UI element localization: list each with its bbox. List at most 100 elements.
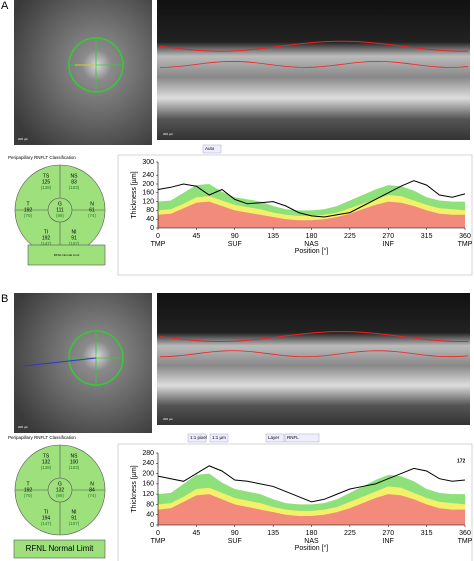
oct-scale-bar: 200 µm bbox=[163, 417, 174, 421]
sector-normal: (70) bbox=[24, 213, 33, 218]
status-box bbox=[13, 539, 106, 559]
sector-name: NI bbox=[72, 229, 77, 235]
sector-value: 132 bbox=[56, 487, 65, 493]
y-tick-label: 240 bbox=[142, 460, 154, 467]
y-tick-label: 0 bbox=[150, 522, 154, 529]
y-axis-title: Thickness [µm] bbox=[131, 171, 138, 218]
chart-frame bbox=[117, 443, 473, 561]
sector-normal: (107) bbox=[69, 521, 80, 526]
x-axis-title: Position [°] bbox=[295, 247, 329, 255]
classification-title: Peripapillary RNFLT Classification bbox=[8, 435, 76, 440]
sector-value: 194 bbox=[42, 515, 51, 521]
status-text: RFNL Normal Limit bbox=[26, 544, 94, 553]
y-tick-label: 40 bbox=[146, 216, 154, 223]
y-tick-label: 80 bbox=[146, 501, 154, 508]
sector-value: 91 bbox=[71, 235, 77, 241]
scan-start bbox=[23, 357, 97, 367]
sector-name: NS bbox=[71, 453, 79, 459]
fundus-image bbox=[14, 293, 152, 433]
rnfl-boundary bbox=[159, 350, 469, 358]
sector-value: 100 bbox=[70, 459, 79, 465]
x-tick-label: 135 bbox=[267, 530, 279, 537]
region-label: TMP bbox=[458, 241, 473, 248]
x-tick-label: 0 bbox=[156, 233, 160, 240]
y-tick-label: 300 bbox=[142, 159, 154, 166]
sector-normal: (138) bbox=[41, 465, 52, 470]
sector-value: 83 bbox=[71, 179, 77, 185]
x-tick-label: 225 bbox=[344, 233, 356, 240]
sector-name: G bbox=[58, 481, 62, 487]
y-tick-label: 120 bbox=[142, 491, 154, 498]
toolbar-label[interactable]: Auto bbox=[205, 146, 215, 151]
x-tick-label: 315 bbox=[421, 530, 433, 537]
sector-normal: (147) bbox=[41, 521, 52, 526]
x-tick-label: 315 bbox=[421, 233, 433, 240]
panel-label: A bbox=[1, 0, 9, 12]
classification-title: Peripapillary RNFLT Classification bbox=[8, 155, 76, 160]
toolbar-field[interactable] bbox=[202, 144, 222, 154]
y-tick-label: 200 bbox=[142, 470, 154, 477]
sector-normal: (107) bbox=[69, 241, 80, 246]
region-label: NAS bbox=[304, 241, 319, 248]
toolbar-label[interactable]: Layer bbox=[268, 435, 280, 440]
sector-name: TI bbox=[44, 229, 48, 235]
y-tick-label: 0 bbox=[150, 225, 154, 232]
sector-value: 91 bbox=[71, 515, 77, 521]
x-tick-label: 45 bbox=[192, 233, 200, 240]
toolbar-label[interactable]: RNFL bbox=[287, 435, 299, 440]
sector-normal: (74) bbox=[88, 213, 97, 218]
x-tick-label: 90 bbox=[231, 233, 239, 240]
sector-normal: (147) bbox=[41, 241, 52, 246]
sector-name: TI bbox=[44, 509, 48, 515]
sector-name: N bbox=[90, 481, 94, 487]
scale-bar: 200 µm bbox=[18, 137, 29, 141]
x-tick-label: 270 bbox=[382, 233, 394, 240]
region-label: SUF bbox=[228, 241, 242, 248]
oct-scan bbox=[157, 0, 470, 140]
sector-normal: (103) bbox=[69, 465, 80, 470]
sector-name: T bbox=[26, 481, 29, 487]
region-label: INF bbox=[383, 538, 394, 545]
y-tick-label: 240 bbox=[142, 172, 154, 179]
x-tick-label: 0 bbox=[156, 530, 160, 537]
sector-name: N bbox=[90, 201, 94, 207]
x-tick-label: 360 bbox=[459, 530, 471, 537]
thickness-line bbox=[157, 180, 466, 218]
y-tick-label: 40 bbox=[146, 512, 154, 519]
x-tick-label: 45 bbox=[192, 530, 200, 537]
sector-name: TS bbox=[43, 173, 50, 179]
sector-normal: (103) bbox=[69, 185, 80, 190]
sector-name: G bbox=[58, 201, 62, 207]
region-label: TMP bbox=[151, 241, 166, 248]
line-annotation: 172 bbox=[457, 458, 466, 464]
sector-name: NI bbox=[72, 509, 77, 515]
x-tick-label: 135 bbox=[267, 233, 279, 240]
toolbar-label[interactable]: 1:1 pixel bbox=[190, 435, 207, 440]
toolbar-field[interactable] bbox=[284, 433, 320, 443]
sector-name: TS bbox=[43, 453, 50, 459]
x-tick-label: 90 bbox=[231, 530, 239, 537]
sector-value: 192 bbox=[24, 487, 33, 493]
toolbar-field[interactable] bbox=[265, 433, 285, 443]
sector-name: NS bbox=[71, 173, 79, 179]
sector-value: 61 bbox=[89, 207, 95, 213]
x-tick-label: 270 bbox=[382, 530, 394, 537]
y-tick-label: 160 bbox=[142, 190, 154, 197]
x-axis-title: Position [°] bbox=[295, 544, 329, 552]
sector-value: 84 bbox=[89, 487, 95, 493]
region-label: NAS bbox=[304, 538, 319, 545]
sector-value: 111 bbox=[56, 207, 64, 213]
toolbar-field[interactable] bbox=[187, 433, 207, 443]
region-label: SUF bbox=[228, 538, 242, 545]
y-tick-label: 280 bbox=[142, 450, 154, 457]
ilm-boundary bbox=[159, 331, 469, 343]
sector-value: 125 bbox=[42, 179, 51, 185]
toolbar-field[interactable] bbox=[209, 433, 229, 443]
fundus-image bbox=[14, 0, 152, 145]
panel-label: B bbox=[1, 293, 8, 305]
x-tick-label: 180 bbox=[306, 233, 318, 240]
sector-normal: (70) bbox=[24, 493, 33, 498]
toolbar-label[interactable]: 1:1 µm bbox=[212, 435, 226, 440]
